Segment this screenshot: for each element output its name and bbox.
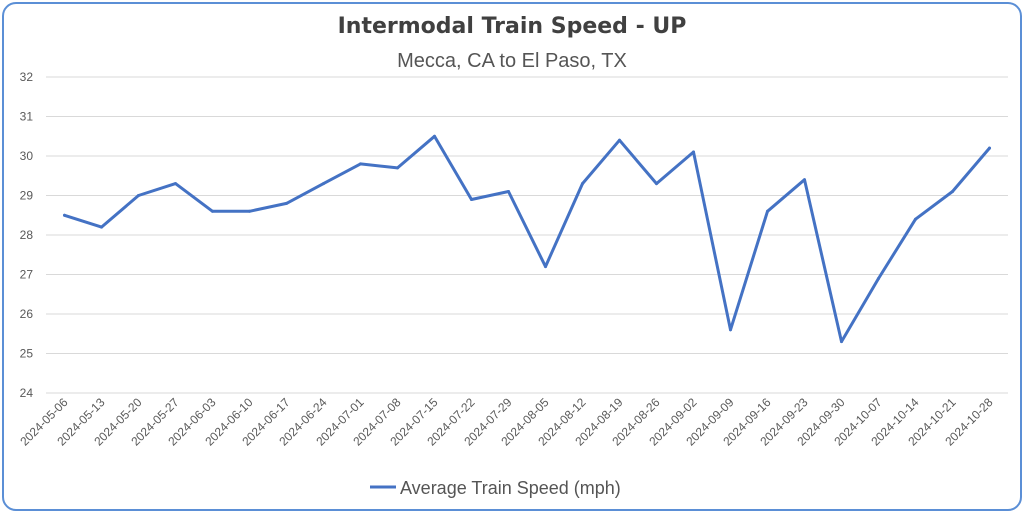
series-layer <box>63 134 991 344</box>
data-point <box>803 178 806 182</box>
data-point <box>137 194 140 197</box>
data-point <box>581 182 584 186</box>
legend-label: Average Train Speed (mph) <box>400 478 621 498</box>
y-tick-label: 32 <box>20 70 34 84</box>
data-point <box>248 209 251 213</box>
series-line <box>63 134 991 344</box>
data-point <box>100 225 103 229</box>
data-point <box>433 134 436 138</box>
data-point <box>618 138 621 142</box>
y-tick-label: 31 <box>20 110 34 124</box>
data-point <box>285 201 288 205</box>
data-point <box>544 265 547 269</box>
x-axis: 2024-05-062024-05-132024-05-202024-05-27… <box>17 395 996 449</box>
data-point <box>174 182 177 186</box>
chart-subtitle: Mecca, CA to El Paso, TX <box>397 50 627 72</box>
data-point <box>63 213 66 217</box>
data-point <box>470 197 473 201</box>
data-point <box>211 209 214 213</box>
data-point <box>951 190 954 194</box>
legend: Average Train Speed (mph) <box>370 478 621 498</box>
y-axis: 24 25 26 27 28 29 30 31 32 <box>20 70 34 400</box>
data-point <box>359 162 362 166</box>
data-point <box>396 166 399 170</box>
y-tick-label: 25 <box>20 347 34 361</box>
data-point <box>877 276 880 280</box>
y-tick-label: 26 <box>20 307 34 321</box>
data-point <box>729 328 732 332</box>
chart-title: Intermodal Train Speed - UP <box>337 14 687 39</box>
data-point <box>766 209 769 213</box>
y-tick-label: 27 <box>20 268 34 282</box>
y-tick-label: 30 <box>20 149 34 163</box>
y-tick-label: 29 <box>20 189 34 203</box>
data-point <box>914 217 917 221</box>
data-point <box>655 182 658 186</box>
data-point <box>507 190 510 194</box>
gridlines <box>46 76 1008 394</box>
data-point <box>840 340 843 344</box>
data-point <box>322 182 325 186</box>
y-tick-label: 28 <box>20 228 34 242</box>
y-tick-label: 24 <box>20 386 34 400</box>
data-point <box>988 146 991 150</box>
data-point <box>692 150 695 154</box>
